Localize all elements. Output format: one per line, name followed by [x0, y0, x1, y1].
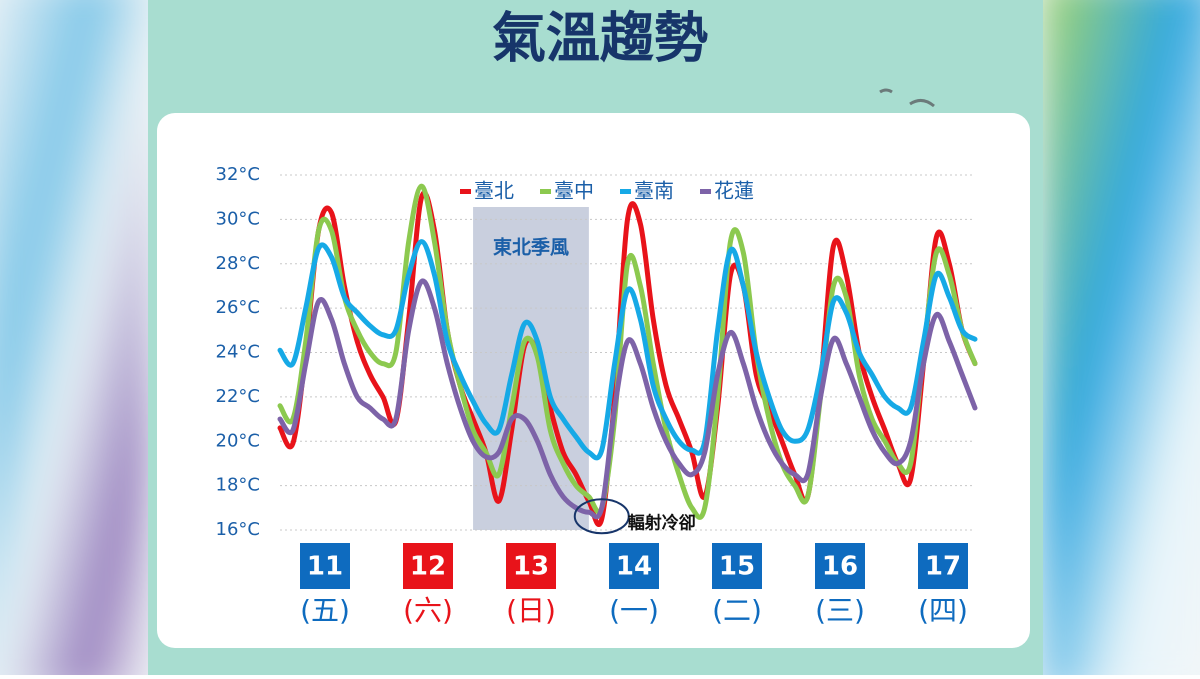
day-box — [712, 543, 762, 589]
day-weekday: (二) — [712, 594, 762, 627]
y-tick-label: 22°C — [216, 386, 260, 407]
day-number: 16 — [822, 552, 858, 582]
series-line — [277, 278, 978, 520]
y-tick-label: 24°C — [216, 342, 260, 363]
right-blur — [1043, 0, 1200, 679]
shade-label: 東北季風 — [493, 236, 569, 259]
day-number: 14 — [616, 552, 652, 582]
legend-label: 臺中 — [554, 179, 594, 203]
day-box — [403, 543, 453, 589]
y-tick-label: 30°C — [216, 208, 260, 229]
day-box — [609, 543, 659, 589]
legend-swatch — [460, 189, 471, 194]
day-weekday: (五) — [300, 594, 350, 627]
annotation-label: 輻射冷卻 — [628, 512, 696, 533]
day-box — [918, 543, 968, 589]
chart-title: 氣溫趨勢 — [492, 7, 708, 70]
series-line — [277, 239, 978, 461]
legend-label: 臺南 — [634, 179, 674, 203]
day-weekday: (六) — [403, 594, 453, 627]
day-number: 11 — [307, 552, 343, 582]
legend-swatch — [700, 189, 711, 194]
plot: 東北季風 16°C 18°C 20°C 22°C 24°C 26°C 28°C 30°C 32°C… — [216, 164, 978, 627]
birds — [879, 88, 935, 108]
y-tick-label: 16°C — [216, 519, 260, 540]
card — [157, 113, 1030, 648]
day-weekday: (三) — [815, 594, 865, 627]
day-number: 15 — [719, 552, 755, 582]
day-number: 17 — [925, 552, 961, 582]
day-box — [506, 543, 556, 589]
annotation-circle — [573, 498, 630, 535]
day-weekday: (日) — [506, 594, 556, 627]
day-box — [815, 543, 865, 589]
legend-label: 花蓮 — [714, 179, 754, 203]
legend-swatch — [540, 189, 551, 194]
y-tick-label: 28°C — [216, 253, 260, 274]
left-blur — [0, 0, 148, 679]
y-tick-label: 18°C — [216, 475, 260, 496]
day-weekday: (一) — [609, 594, 659, 627]
y-tick-label: 26°C — [216, 297, 260, 318]
day-box — [300, 543, 350, 589]
day-number: 12 — [410, 552, 446, 582]
legend-label: 臺北 — [474, 179, 514, 203]
y-tick-label: 32°C — [216, 164, 260, 185]
day-number: 13 — [513, 552, 549, 582]
day-weekday: (四) — [918, 594, 968, 627]
legend-swatch — [620, 189, 631, 194]
series-line — [277, 183, 978, 520]
y-tick-label: 20°C — [216, 430, 260, 451]
